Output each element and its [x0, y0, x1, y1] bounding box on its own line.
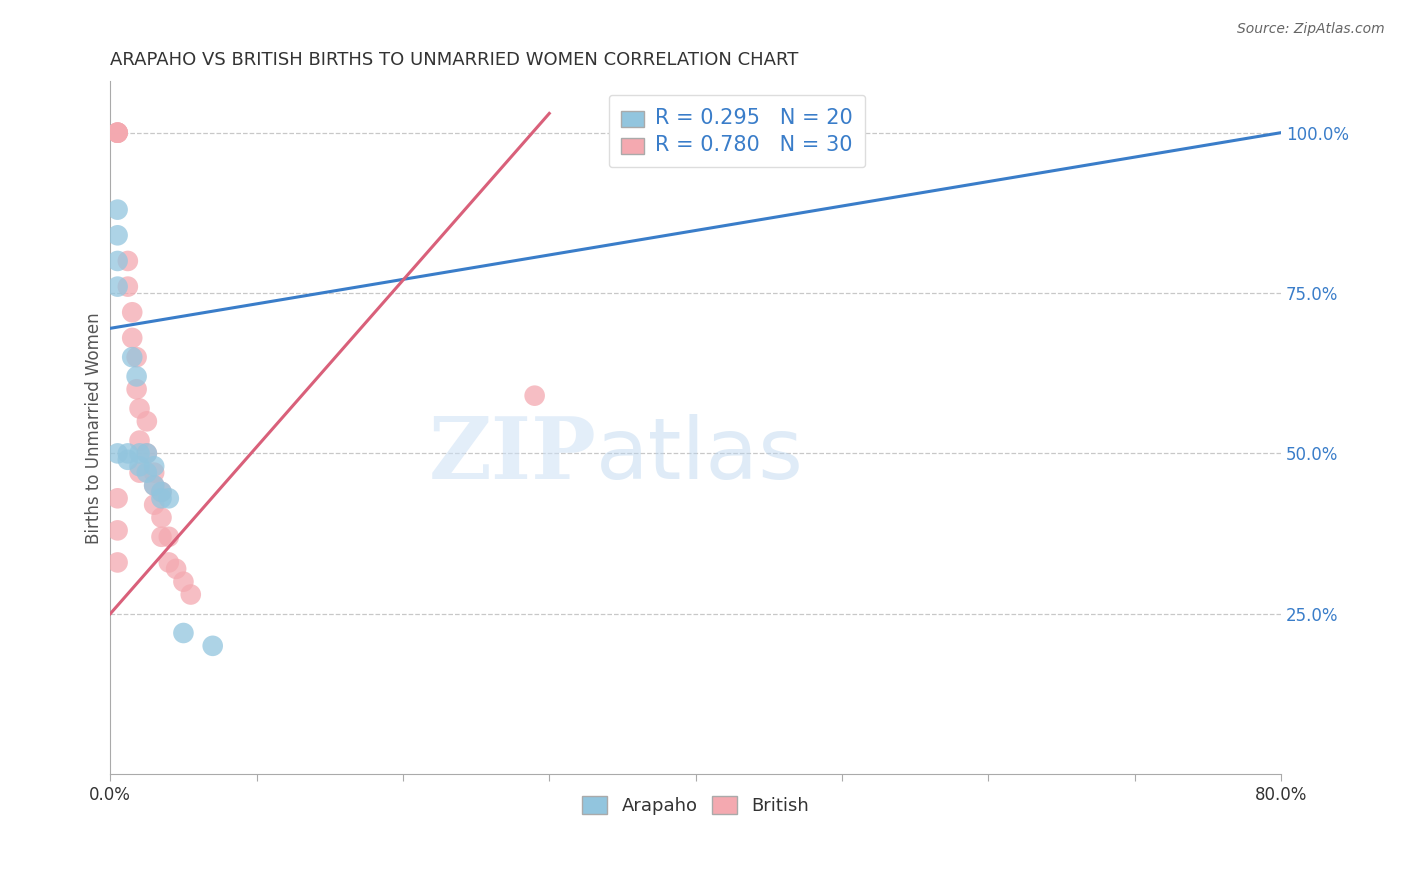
Point: [107, 126, 129, 140]
Point: [165, 562, 187, 576]
Point: [523, 389, 546, 403]
Point: [107, 228, 129, 243]
Text: Source: ZipAtlas.com: Source: ZipAtlas.com: [1237, 22, 1385, 37]
Point: [150, 484, 173, 499]
Point: [117, 279, 139, 293]
Point: [143, 478, 166, 492]
Point: [107, 126, 129, 140]
Point: [107, 254, 129, 268]
Point: [172, 574, 194, 589]
Point: [107, 524, 129, 538]
Point: [128, 401, 150, 416]
Point: [107, 491, 129, 506]
Point: [107, 446, 129, 460]
Point: [135, 414, 157, 428]
Point: [150, 491, 173, 506]
Point: [172, 626, 194, 640]
Point: [125, 350, 148, 364]
Point: [135, 446, 157, 460]
Point: [128, 434, 150, 448]
Point: [135, 466, 157, 480]
Point: [107, 556, 129, 570]
Point: [128, 459, 150, 474]
Point: [107, 202, 129, 217]
Point: [125, 382, 148, 396]
Point: [125, 369, 148, 384]
Point: [157, 530, 180, 544]
Point: [150, 530, 173, 544]
Point: [180, 587, 202, 601]
Point: [135, 446, 157, 460]
Y-axis label: Births to Unmarried Women: Births to Unmarried Women: [86, 312, 103, 543]
Point: [143, 498, 166, 512]
Text: ZIP: ZIP: [429, 414, 596, 498]
Point: [157, 491, 180, 506]
Point: [128, 446, 150, 460]
Point: [143, 466, 166, 480]
Point: [121, 305, 143, 319]
Point: [107, 126, 129, 140]
Point: [107, 126, 129, 140]
Point: [143, 478, 166, 492]
Point: [117, 254, 139, 268]
Point: [150, 484, 173, 499]
Point: [121, 331, 143, 345]
Point: [121, 350, 143, 364]
Point: [201, 639, 224, 653]
Point: [107, 279, 129, 293]
Point: [117, 446, 139, 460]
Text: ARAPAHO VS BRITISH BIRTHS TO UNMARRIED WOMEN CORRELATION CHART: ARAPAHO VS BRITISH BIRTHS TO UNMARRIED W…: [110, 51, 799, 69]
Point: [150, 510, 173, 524]
Point: [128, 466, 150, 480]
Point: [117, 452, 139, 467]
Point: [143, 459, 166, 474]
Legend: Arapaho, British: Arapaho, British: [572, 787, 818, 824]
Text: atlas: atlas: [596, 414, 804, 497]
Point: [157, 556, 180, 570]
